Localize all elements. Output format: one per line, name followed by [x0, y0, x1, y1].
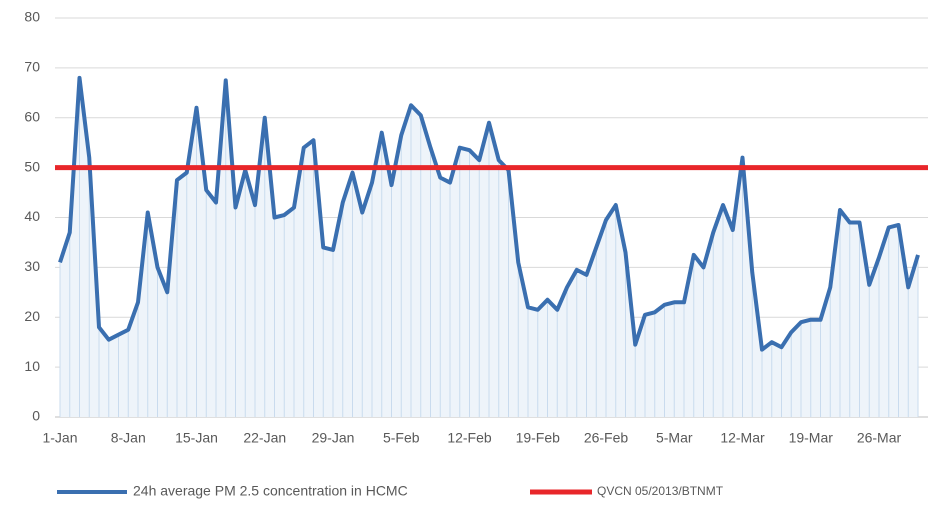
x-tick-label: 19-Mar [789, 430, 834, 446]
y-tick-label: 50 [24, 158, 40, 174]
y-tick-label: 40 [24, 208, 40, 224]
y-tick-label: 0 [32, 408, 40, 424]
x-tick-label: 8-Jan [111, 430, 146, 446]
y-tick-label: 30 [24, 258, 40, 274]
x-tick-label: 26-Feb [584, 430, 629, 446]
x-tick-label: 26-Mar [857, 430, 902, 446]
y-tick-label: 10 [24, 358, 40, 374]
x-tick-label: 5-Mar [656, 430, 693, 446]
x-tick-label: 15-Jan [175, 430, 218, 446]
legend-label: 24h average PM 2.5 concentration in HCMC [133, 483, 408, 499]
x-tick-label: 29-Jan [312, 430, 355, 446]
x-tick-label: 12-Feb [447, 430, 492, 446]
x-tick-label: 12-Mar [720, 430, 765, 446]
y-tick-label: 60 [24, 108, 40, 124]
y-tick-label: 70 [24, 59, 40, 75]
series-line [58, 75, 920, 352]
y-tick-label: 20 [24, 308, 40, 324]
x-tick-label: 22-Jan [243, 430, 286, 446]
y-tick-label: 80 [24, 9, 40, 25]
x-tick-label: 1-Jan [42, 430, 77, 446]
x-tick-label: 5-Feb [383, 430, 420, 446]
x-tick-label: 19-Feb [516, 430, 561, 446]
legend-label: QVCN 05/2013/BTNMT [597, 484, 724, 498]
